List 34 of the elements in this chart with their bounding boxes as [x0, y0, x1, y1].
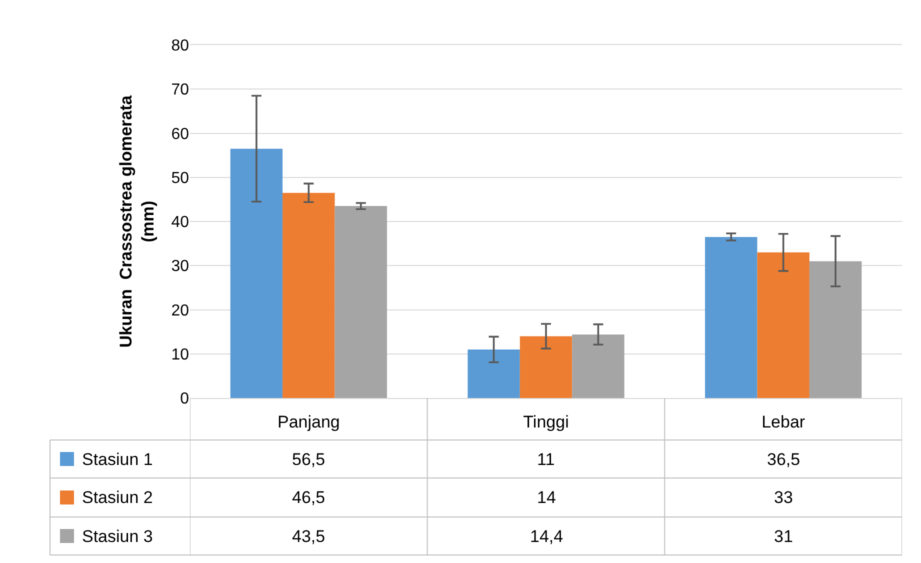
bar	[757, 252, 810, 398]
data-label: 36,5	[767, 450, 800, 469]
bar	[809, 261, 862, 398]
data-label: 46,5	[292, 488, 326, 507]
bar	[230, 148, 283, 398]
data-label: 11	[537, 450, 555, 469]
x-tick-label: Tinggi	[523, 412, 569, 432]
y-tick-label: 50	[171, 170, 190, 187]
legend-label: Stasiun 2	[82, 488, 153, 507]
bar	[520, 336, 572, 398]
y-tick-label: 60	[171, 126, 190, 143]
y-tick-label: 30	[171, 258, 190, 276]
bar	[705, 236, 758, 398]
y-tick-label: 20	[171, 302, 190, 320]
legend-label: Stasiun 3	[82, 527, 153, 546]
x-tick-label: Panjang	[277, 412, 340, 432]
legend-label: Stasiun 1	[82, 450, 153, 469]
bar	[334, 206, 387, 398]
bar	[468, 349, 520, 398]
y-tick-label: 40	[171, 214, 190, 232]
y-tick-label: 10	[171, 346, 190, 364]
bar	[572, 334, 624, 398]
y-tick-label: 80	[171, 38, 190, 55]
data-label: 56,5	[292, 450, 326, 469]
data-label: 31	[774, 527, 793, 546]
data-label: 43,5	[292, 527, 326, 546]
data-label: 14	[537, 488, 556, 507]
y-tick-label: 70	[171, 82, 190, 99]
y-axis-title: Ukuran Crassostrea glomerata (mm)	[116, 94, 158, 348]
data-label: 33	[774, 488, 793, 507]
y-tick-label: 0	[180, 390, 190, 408]
x-tick-label: Lebar	[762, 412, 806, 432]
data-label: 14,4	[530, 527, 564, 546]
bar	[282, 192, 335, 398]
